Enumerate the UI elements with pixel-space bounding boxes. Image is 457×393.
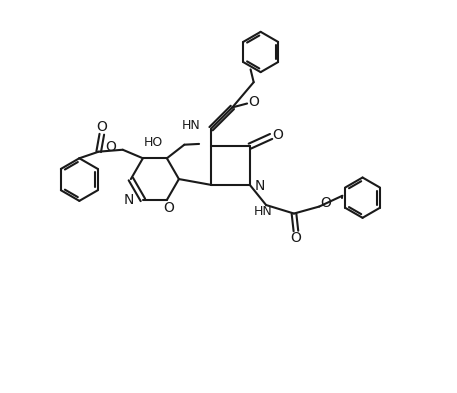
Text: HO: HO — [144, 136, 163, 149]
Text: HN: HN — [254, 206, 272, 219]
Text: O: O — [291, 231, 301, 245]
Text: O: O — [105, 140, 116, 154]
Text: N: N — [255, 179, 265, 193]
Text: O: O — [248, 95, 259, 108]
Text: O: O — [96, 120, 107, 134]
Text: O: O — [273, 127, 283, 141]
Text: HN: HN — [181, 119, 200, 132]
Text: N: N — [124, 193, 134, 207]
Text: O: O — [164, 200, 174, 215]
Text: O: O — [321, 196, 332, 211]
